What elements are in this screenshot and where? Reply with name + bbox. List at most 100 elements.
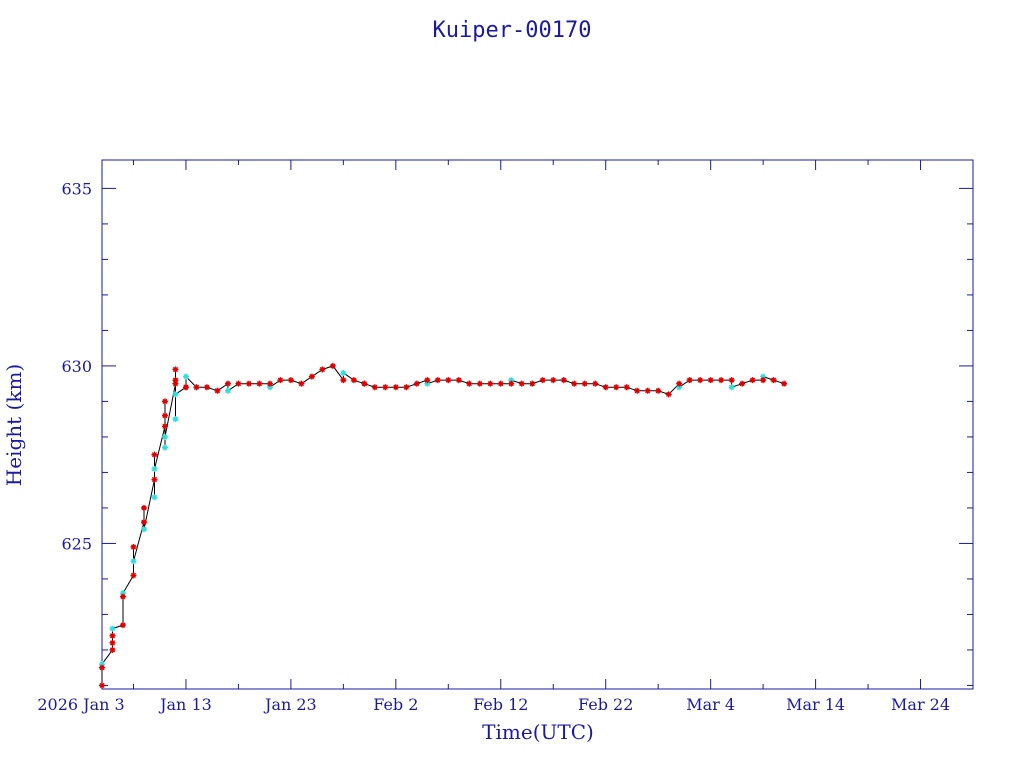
- series-a-marker: [392, 384, 399, 391]
- series-a-marker: [382, 384, 389, 391]
- series-b-marker: [224, 387, 231, 394]
- series-a-marker: [161, 423, 168, 430]
- series-a-marker: [508, 380, 515, 387]
- series-a-marker: [151, 476, 158, 483]
- series-a-marker: [172, 366, 179, 373]
- series-a-marker: [140, 504, 147, 511]
- x-axis-label: Time(UTC): [482, 720, 594, 744]
- series-a-marker: [676, 380, 683, 387]
- series-a-marker: [581, 380, 588, 387]
- series-a-marker: [686, 377, 693, 384]
- series-b-marker: [676, 384, 683, 391]
- series-a-marker: [172, 380, 179, 387]
- series-a-marker: [130, 572, 137, 579]
- series-a-marker: [592, 380, 599, 387]
- x-tick-label: Mar 4: [686, 695, 735, 714]
- y-tick-label: 635: [61, 179, 92, 198]
- series-a-marker: [235, 380, 242, 387]
- series-a-marker: [770, 377, 777, 384]
- series-a-marker: [634, 387, 641, 394]
- series-a-marker: [487, 380, 494, 387]
- series-a-marker: [739, 380, 746, 387]
- series-b-marker: [182, 373, 189, 380]
- height-trace-line: [101, 365, 785, 686]
- series-a-marker: [760, 377, 767, 384]
- series-a-marker: [277, 377, 284, 384]
- series-b-points: [99, 370, 767, 668]
- chart-title: Kuiper-00170: [433, 18, 592, 43]
- series-b-marker: [728, 384, 735, 391]
- plot-frame: [101, 159, 974, 690]
- series-a-marker: [560, 377, 567, 384]
- series-a-marker: [109, 639, 116, 646]
- series-b-marker: [508, 377, 515, 384]
- series-a-marker: [298, 380, 305, 387]
- series-a-marker: [749, 377, 756, 384]
- series-a-marker: [119, 593, 126, 600]
- series-a-marker: [403, 384, 410, 391]
- series-b-marker: [161, 444, 168, 451]
- series-a-marker: [329, 362, 336, 369]
- series-b-marker: [340, 370, 347, 377]
- series-a-marker: [424, 377, 431, 384]
- series-a-marker: [161, 398, 168, 405]
- series-a-marker: [371, 384, 378, 391]
- series-a-marker: [203, 384, 210, 391]
- series-a-marker: [518, 380, 525, 387]
- series-a-marker: [182, 384, 189, 391]
- series-a-marker: [665, 391, 672, 398]
- series-a-marker: [445, 377, 452, 384]
- series-a-marker: [287, 377, 294, 384]
- series-a-marker: [161, 412, 168, 419]
- series-a-marker: [613, 384, 620, 391]
- series-a-marker: [340, 377, 347, 384]
- series-b-marker: [99, 661, 105, 668]
- series-a-marker: [245, 380, 252, 387]
- series-a-marker: [413, 380, 420, 387]
- series-b-marker: [151, 465, 158, 472]
- series-a-marker: [623, 384, 630, 391]
- series-b-marker: [161, 433, 168, 440]
- series-a-marker: [539, 377, 546, 384]
- series-a-marker: [434, 377, 441, 384]
- series-a-marker: [529, 380, 536, 387]
- series-a-marker: [550, 377, 557, 384]
- series-a-marker: [455, 377, 462, 384]
- series-a-marker: [99, 664, 105, 671]
- series-a-marker: [497, 380, 504, 387]
- x-tick-label: Jan 13: [158, 695, 212, 714]
- y-tick-label: 630: [61, 357, 92, 376]
- x-tick-label: Mar 24: [891, 695, 950, 714]
- series-a-marker: [781, 380, 788, 387]
- series-a-marker: [224, 380, 231, 387]
- x-tick-label: 2026 Jan 3: [37, 695, 124, 714]
- series-b-marker: [172, 416, 179, 423]
- y-axis-label: Height (km): [2, 364, 26, 486]
- series-a-marker: [109, 632, 116, 639]
- x-tick-label: Mar 14: [786, 695, 845, 714]
- series-b-marker: [266, 384, 273, 391]
- series-a-marker: [130, 543, 137, 550]
- axis-ticks: [102, 160, 973, 689]
- series-a-marker: [728, 377, 735, 384]
- series-a-marker: [602, 384, 609, 391]
- series-a-marker: [151, 451, 158, 458]
- series-a-marker: [350, 377, 357, 384]
- series-b-marker: [424, 380, 431, 387]
- series-a-marker: [140, 519, 147, 526]
- series-a-marker: [644, 387, 651, 394]
- series-a-marker: [697, 377, 704, 384]
- series-a-marker: [319, 366, 326, 373]
- series-a-marker: [214, 387, 221, 394]
- series-a-marker: [707, 377, 714, 384]
- series-a-marker: [99, 682, 105, 689]
- series-b-marker: [151, 494, 158, 501]
- plot-frame-border: [101, 159, 974, 690]
- series-a-marker: [109, 646, 116, 653]
- series-b-marker: [109, 625, 116, 632]
- series-b-marker: [172, 391, 179, 398]
- series-b-marker: [140, 526, 147, 533]
- series-a-points: [99, 362, 788, 689]
- x-tick-label: Jan 23: [263, 695, 317, 714]
